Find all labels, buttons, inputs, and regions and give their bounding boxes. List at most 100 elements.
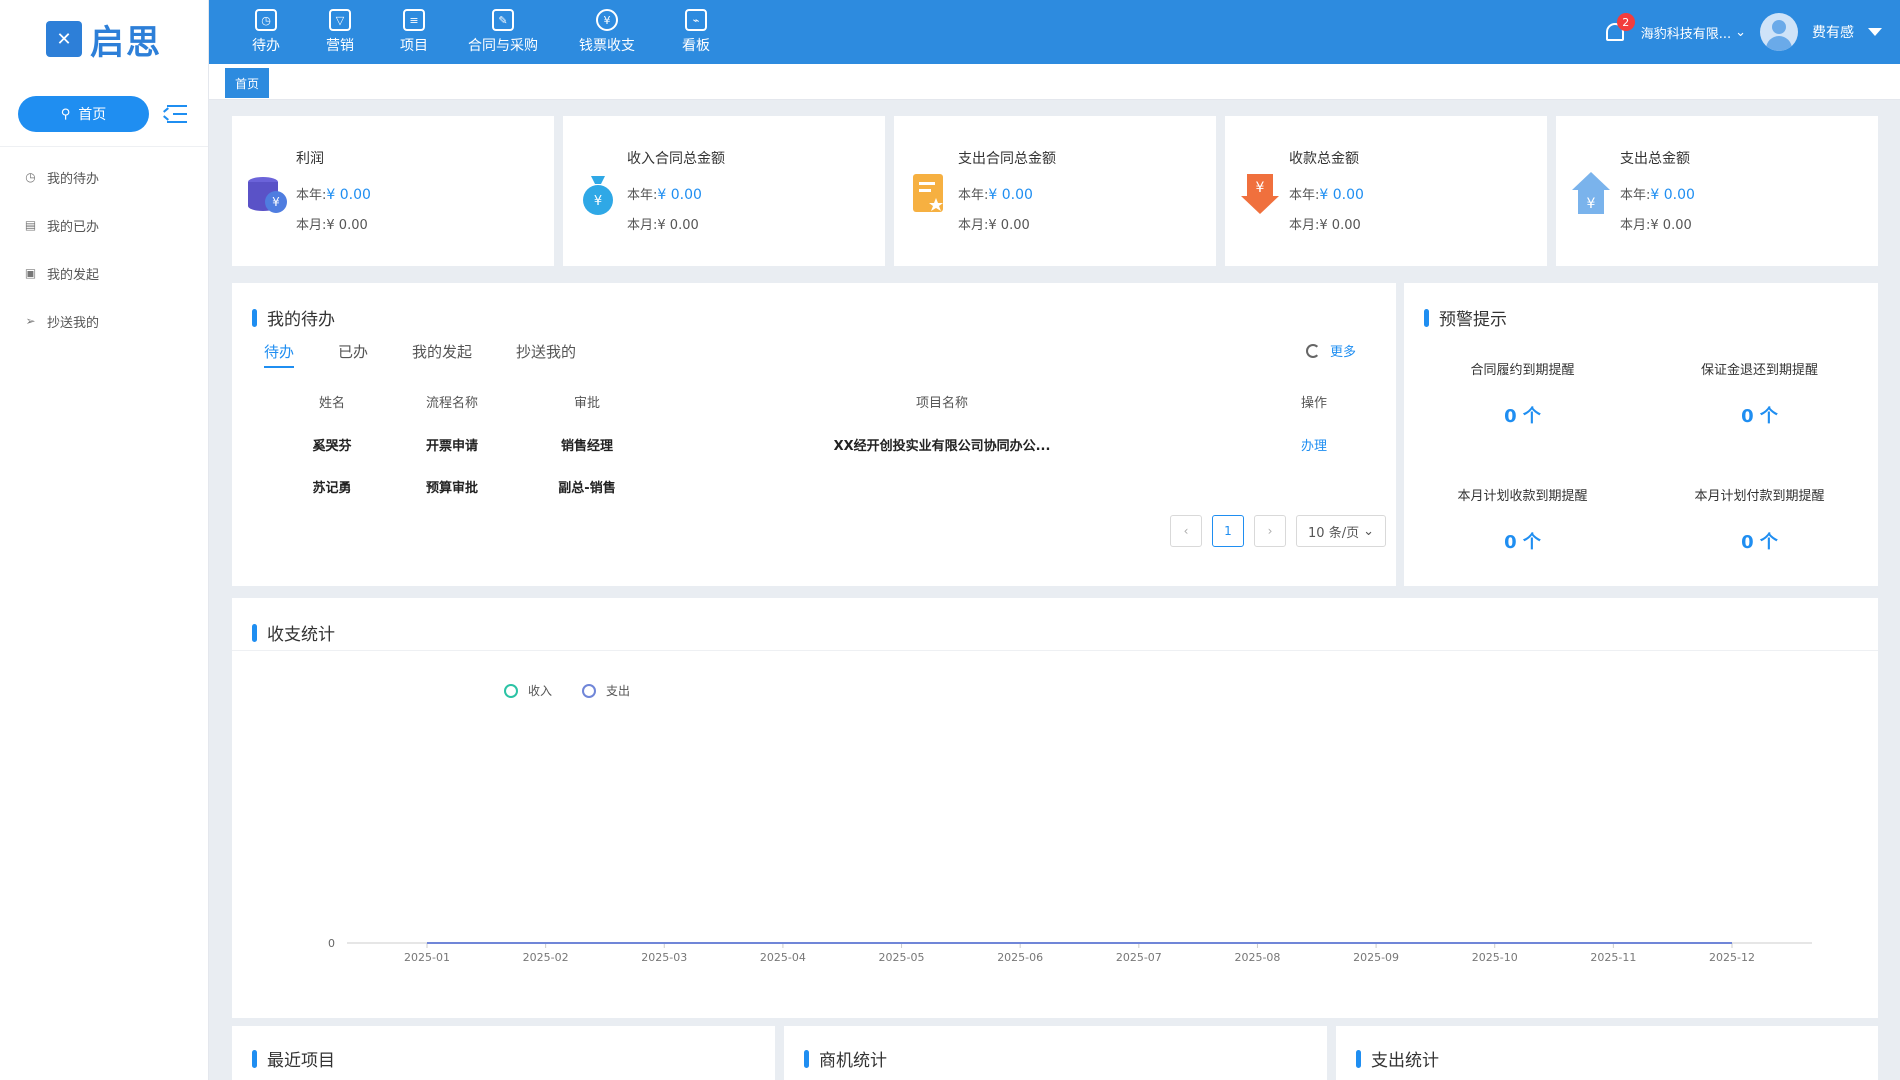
nav-finance[interactable]: ¥ 钱票收支 bbox=[555, 0, 659, 64]
tab-todo[interactable]: 待办 bbox=[264, 341, 295, 368]
x-tick-label: 2025-01 bbox=[404, 951, 450, 964]
svg-text:¥: ¥ bbox=[594, 194, 602, 209]
yen-circle-icon: ¥ bbox=[596, 9, 618, 31]
logo-mark-icon: ✕ bbox=[46, 21, 82, 57]
sidebar-item-cc-me[interactable]: ➢ 抄送我的 bbox=[0, 297, 208, 345]
yen-down-icon: ¥ bbox=[1241, 174, 1279, 214]
more-link[interactable]: 更多 bbox=[1329, 345, 1356, 360]
sidebar-item-my-todo[interactable]: ◷ 我的待办 bbox=[0, 153, 208, 201]
stat-year: 本年:¥ 0.00 bbox=[1289, 187, 1364, 203]
nav-contract-purchase[interactable]: ✎ 合同与采购 bbox=[451, 0, 555, 64]
form-icon: ▣ bbox=[24, 266, 37, 280]
legend-income[interactable]: 收入 bbox=[504, 682, 552, 699]
x-tick-label: 2025-10 bbox=[1472, 951, 1518, 964]
stat-title: 利润 bbox=[296, 151, 324, 167]
tab-cc-me[interactable]: 抄送我的 bbox=[516, 343, 577, 361]
stat-year: 本年:¥ 0.00 bbox=[627, 187, 702, 203]
stat-month: 本月:¥ 0.00 bbox=[958, 218, 1030, 233]
x-tick-label: 2025-11 bbox=[1590, 951, 1636, 964]
x-tick-label: 2025-09 bbox=[1353, 951, 1399, 964]
next-page-button[interactable]: › bbox=[1254, 515, 1286, 547]
nav-label: 项目 bbox=[400, 38, 428, 54]
stat-title: 收入合同总金额 bbox=[627, 151, 725, 167]
logo: ✕ 启思 bbox=[0, 0, 208, 78]
yen-up-icon: ¥ bbox=[1572, 172, 1610, 214]
recent-projects-panel: 最近项目 bbox=[232, 1026, 775, 1080]
chevron-down-icon: ⌄ bbox=[1363, 523, 1374, 539]
user-name[interactable]: 费有感 bbox=[1812, 25, 1854, 41]
pagination: ‹ 1 › 10 条/页 ⌄ bbox=[1170, 515, 1386, 547]
clock-icon: ◷ bbox=[25, 170, 36, 184]
funnel-icon: ▽ bbox=[329, 9, 351, 31]
home-button-label: 首页 bbox=[78, 107, 107, 123]
legend-expense[interactable]: 支出 bbox=[582, 682, 630, 699]
stat-month: 本月:¥ 0.00 bbox=[1620, 218, 1692, 233]
x-tick-label: 2025-08 bbox=[1234, 951, 1280, 964]
page-size-select[interactable]: 10 条/页 ⌄ bbox=[1296, 515, 1386, 547]
clipboard-clock-icon: ◷ bbox=[255, 9, 277, 31]
page-1-button[interactable]: 1 bbox=[1212, 515, 1244, 547]
todo-actions: 更多 bbox=[1305, 341, 1356, 360]
sidebar-item-my-initiated[interactable]: ▣ 我的发起 bbox=[0, 249, 208, 297]
company-switcher[interactable]: 海豹科技有限... ⌄ bbox=[1641, 23, 1746, 42]
doc-icon: ▤ bbox=[24, 218, 37, 232]
company-name: 海豹科技有限... bbox=[1640, 26, 1732, 42]
menu-collapse-icon[interactable] bbox=[163, 103, 187, 125]
notebook-icon: ≡ bbox=[403, 9, 425, 31]
nav-label: 营销 bbox=[326, 38, 354, 54]
recent-projects-title: 最近项目 bbox=[252, 1046, 335, 1071]
avatar[interactable] bbox=[1760, 13, 1798, 51]
top-navbar: ◷ 待办 ▽ 营销 ≡ 项目 ✎ 合同与采购 ¥ 钱票收支 ⌁ 看板 2 海豹 bbox=[209, 0, 1900, 64]
todo-panel: 我的待办 待办 已办 我的发起 抄送我的 更多 姓名 流程名称 审批 项目名称 … bbox=[232, 283, 1396, 586]
table-header: 姓名 流程名称 审批 项目名称 操作 bbox=[318, 395, 1327, 411]
chart-title: 收支统计 bbox=[252, 620, 335, 645]
svg-text:¥: ¥ bbox=[1587, 196, 1596, 212]
document-star-icon bbox=[913, 174, 943, 212]
brand-name: 启思 bbox=[90, 22, 162, 63]
svg-text:¥: ¥ bbox=[272, 195, 280, 209]
x-tick-label: 2025-02 bbox=[523, 951, 569, 964]
svg-text:¥: ¥ bbox=[1256, 180, 1265, 196]
stat-month: 本月:¥ 0.00 bbox=[296, 218, 368, 233]
nav-label: 合同与采购 bbox=[468, 38, 538, 54]
home-button[interactable]: ⚲ 首页 bbox=[18, 96, 149, 132]
sidebar-item-my-done[interactable]: ▤ 我的已办 bbox=[0, 201, 208, 249]
nav-marketing[interactable]: ▽ 营销 bbox=[303, 0, 377, 64]
notification-bell-icon[interactable]: 2 bbox=[1603, 13, 1635, 45]
stat-card-received: ¥ 收款总金额 本年:¥ 0.00 本月:¥ 0.00 bbox=[1225, 116, 1547, 266]
handle-link[interactable]: 办理 bbox=[1300, 438, 1327, 454]
stat-month: 本月:¥ 0.00 bbox=[1289, 218, 1361, 233]
stat-card-expense-contract: 支出合同总金额 本年:¥ 0.00 本月:¥ 0.00 bbox=[894, 116, 1216, 266]
opportunity-stats-panel: 商机统计 bbox=[784, 1026, 1327, 1080]
stat-year: 本年:¥ 0.00 bbox=[1620, 187, 1695, 203]
stat-month: 本月:¥ 0.00 bbox=[627, 218, 699, 233]
nav-dashboard[interactable]: ⌁ 看板 bbox=[659, 0, 733, 64]
sidebar: ✕ 启思 ⚲ 首页 ◷ 我的待办 ▤ 我的已办 ▣ 我的发起 ➢ 抄 bbox=[0, 0, 209, 1080]
warning-payment-due[interactable]: 本月计划付款到期提醒 0 个 bbox=[1694, 489, 1825, 553]
todo-table: 姓名 流程名称 审批 项目名称 操作 奚哭芬 开票申请 销售经理 XX经开创投实… bbox=[232, 379, 1396, 507]
tab-done[interactable]: 已办 bbox=[338, 343, 369, 361]
caret-down-icon[interactable] bbox=[1868, 28, 1882, 36]
sidebar-item-label: 我的已办 bbox=[47, 219, 100, 235]
warning-receipt-due[interactable]: 本月计划收款到期提醒 0 个 bbox=[1457, 489, 1588, 553]
warning-panel: 预警提示 合同履约到期提醒 0 个 保证金退还到期提醒 0 个 本月计划收款到期… bbox=[1404, 283, 1878, 586]
x-tick-label: 2025-05 bbox=[879, 951, 925, 964]
sidebar-item-label: 我的发起 bbox=[47, 267, 100, 283]
table-row[interactable]: 奚哭芬 开票申请 销售经理 XX经开创投实业有限公司协同办公... 办理 bbox=[232, 423, 1396, 465]
x-tick-label: 2025-07 bbox=[1116, 951, 1162, 964]
warning-deposit-due[interactable]: 保证金退还到期提醒 0 个 bbox=[1700, 363, 1818, 427]
board-chart-icon: ⌁ bbox=[685, 9, 707, 31]
table-row[interactable]: 苏记勇 预算审批 副总-销售 bbox=[312, 480, 616, 496]
nav-label: 待办 bbox=[252, 38, 280, 54]
refresh-icon[interactable] bbox=[1305, 343, 1320, 358]
x-tick-label: 2025-06 bbox=[997, 951, 1043, 964]
nav-project[interactable]: ≡ 项目 bbox=[377, 0, 451, 64]
stat-card-paid: ¥ 支出总金额 本年:¥ 0.00 本月:¥ 0.00 bbox=[1556, 116, 1878, 266]
warning-contract-due[interactable]: 合同履约到期提醒 0 个 bbox=[1470, 363, 1575, 427]
nav-todo[interactable]: ◷ 待办 bbox=[229, 0, 303, 64]
tab-initiated[interactable]: 我的发起 bbox=[412, 343, 473, 361]
prev-page-button[interactable]: ‹ bbox=[1170, 515, 1202, 547]
coins-icon: ¥ bbox=[248, 177, 287, 213]
page-tab-home[interactable]: 首页 bbox=[225, 68, 269, 98]
stat-year: 本年:¥ 0.00 bbox=[296, 187, 371, 203]
